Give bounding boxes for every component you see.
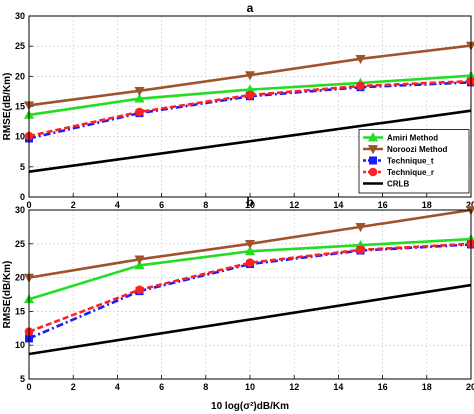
x-tick-label: 16 <box>378 200 388 210</box>
y-tick-label: 5 <box>20 162 25 172</box>
data-point-marker <box>355 54 366 65</box>
axes-frame <box>28 15 472 198</box>
series-line-technique-t <box>28 243 472 340</box>
data-point-marker <box>134 86 145 97</box>
y-axis-label: RMSE(dB/Km) <box>2 73 13 141</box>
data-point-marker <box>244 239 256 250</box>
axes-frame <box>28 209 472 380</box>
x-tick-label: 14 <box>333 200 343 210</box>
y-tick-label: 30 <box>15 205 25 215</box>
y-tick-label: 20 <box>15 71 25 81</box>
series-line-crlb <box>28 283 472 356</box>
x-tick-label: 6 <box>159 382 164 392</box>
data-point-marker <box>135 107 144 117</box>
x-tick-label: 4 <box>115 200 120 210</box>
y-tick-label: 25 <box>15 239 25 249</box>
series-line-technique-r <box>28 242 472 333</box>
y-tick-label: 10 <box>15 132 25 142</box>
legend: Amiri Method Noroozi Method Technique_t Tec… <box>358 129 470 194</box>
x-tick-label: 2 <box>71 200 76 210</box>
y-tick-label: 5 <box>20 374 25 384</box>
x-tick-label: 2 <box>71 382 76 392</box>
x-tick-label: 20 <box>466 382 474 392</box>
x-tick-label: 0 <box>26 382 31 392</box>
x-tick-label: 16 <box>378 382 388 392</box>
legend-swatch-marker <box>367 145 379 155</box>
y-tick-label: 30 <box>15 11 25 21</box>
data-point-marker <box>245 258 255 268</box>
y-axis-label: RMSE(dB/Km) <box>2 261 13 329</box>
x-tick-label: 6 <box>159 200 164 210</box>
data-point-marker <box>245 90 255 100</box>
series-line-technique-r <box>28 79 472 138</box>
legend-swatch-marker <box>367 132 379 142</box>
legend-entry-label: Technique_r <box>387 168 434 177</box>
x-tick-label: 10 <box>245 200 255 210</box>
panel-title: b <box>246 195 253 209</box>
chart-panel-2: 0 2 4 6 8 10 12 14 16 18 2051015202530bRMSE(dB/Km)… <box>2 195 474 412</box>
y-tick-label: 15 <box>15 306 25 316</box>
x-tick-label: 18 <box>422 200 432 210</box>
panel-title: a <box>247 1 254 15</box>
y-tick-label: 15 <box>15 102 25 112</box>
series-line-crlb <box>28 109 472 173</box>
x-axis-label: 10 log(σ²)dB/Km <box>211 401 289 412</box>
x-tick-label: 8 <box>203 382 208 392</box>
data-point-marker <box>356 245 365 255</box>
y-tick-label: 20 <box>15 273 25 283</box>
x-tick-label: 10 <box>245 382 255 392</box>
data-point-marker <box>356 81 365 91</box>
legend-entry-label: Noroozi Method <box>387 145 448 154</box>
legend-entry-label: Technique_t <box>387 157 434 166</box>
data-point-marker <box>244 246 256 256</box>
y-tick-label: 0 <box>20 192 25 202</box>
x-tick-label: 20 <box>466 200 474 210</box>
data-point-marker <box>134 93 145 103</box>
legend-entry-label: Amiri Method <box>387 134 438 143</box>
x-tick-label: 14 <box>333 382 343 392</box>
x-tick-label: 0 <box>26 200 31 210</box>
legend-entry-label: CRLB <box>387 180 409 189</box>
x-tick-label: 12 <box>289 200 299 210</box>
x-tick-label: 4 <box>115 382 120 392</box>
data-point-marker <box>355 223 366 233</box>
chart-panel-1: 0 2 4 6 8 10 12 14 16 18 20 0 5 10 15 20 25 30 a RMSE(dB/Km… <box>2 1 474 210</box>
y-tick-label: 10 <box>15 340 25 350</box>
data-point-marker <box>244 71 256 81</box>
legend-swatch-marker <box>368 167 378 177</box>
y-tick-label: 25 <box>15 41 25 51</box>
x-tick-label: 18 <box>422 382 432 392</box>
data-point-marker <box>135 285 144 295</box>
legend-swatch-marker <box>369 156 377 165</box>
x-tick-label: 12 <box>289 382 299 392</box>
data-point-marker <box>134 255 145 265</box>
data-point-marker <box>134 260 145 270</box>
x-tick-label: 8 <box>203 200 208 210</box>
